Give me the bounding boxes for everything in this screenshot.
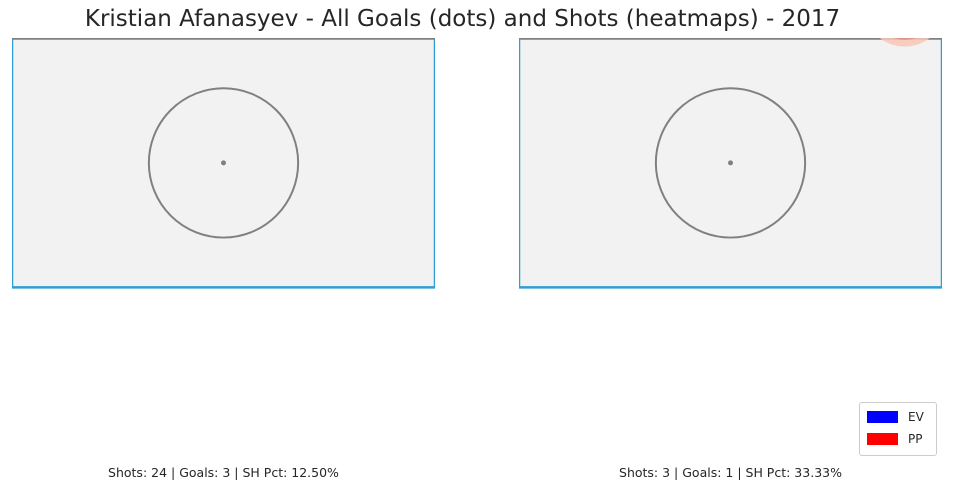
rink-panel-ev (12, 38, 435, 289)
center-dot (728, 160, 733, 166)
legend-entry-pp: PP (867, 431, 922, 447)
center-circle (147, 87, 300, 239)
legend-label-pp: PP (908, 432, 923, 446)
shot-density-blob (893, 38, 916, 40)
rink-surface (519, 38, 942, 289)
chart-title: Kristian Afanasyev - All Goals (dots) an… (84, 6, 841, 32)
legend-swatch-pp (867, 433, 898, 445)
center-dot (221, 160, 226, 166)
rink-panel-pp (519, 38, 942, 289)
shot-density-blob (879, 38, 930, 47)
rink-surface (12, 38, 435, 289)
legend-label-ev: EV (908, 410, 924, 424)
legend: EV PP (859, 402, 937, 456)
center-circle (654, 87, 807, 239)
panel-caption-ev: Shots: 24 | Goals: 3 | SH Pct: 12.50% (108, 465, 339, 480)
panel-caption-pp: Shots: 3 | Goals: 1 | SH Pct: 33.33% (619, 465, 842, 480)
legend-entry-ev: EV (867, 409, 924, 425)
shot-heatmap (879, 38, 930, 47)
legend-swatch-ev (867, 411, 898, 423)
